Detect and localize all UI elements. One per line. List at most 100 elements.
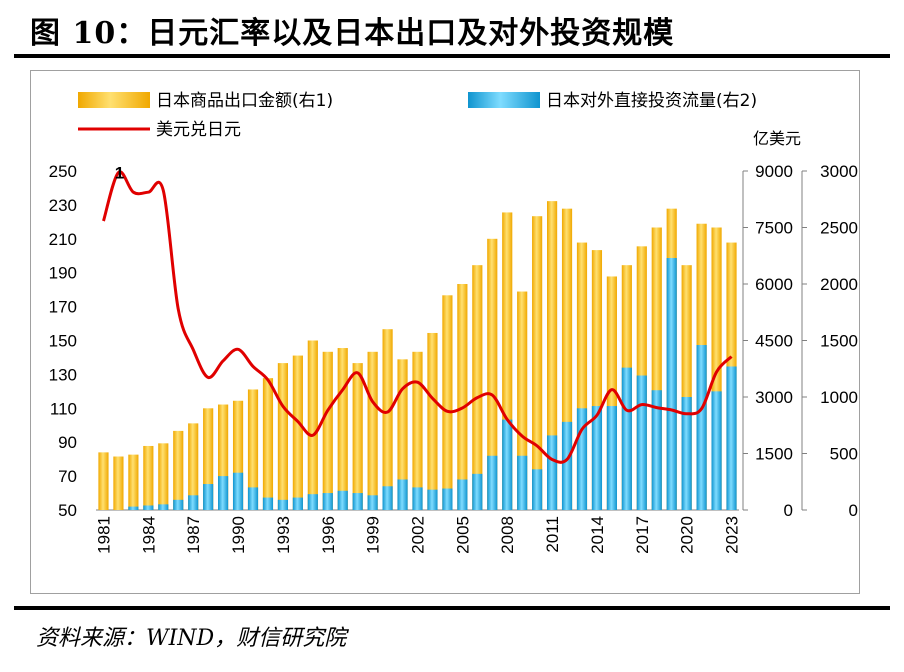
- left-tick-label: 210: [49, 230, 77, 249]
- export-bar: [382, 329, 393, 510]
- x-tick-label: 1996: [319, 516, 338, 554]
- left-tick-label: 230: [49, 196, 77, 215]
- right2-tick-label: 3000: [820, 162, 858, 181]
- odi-bars: [128, 258, 737, 510]
- odi-bar: [726, 366, 737, 510]
- export-bar: [98, 452, 109, 510]
- top-rule: [14, 54, 890, 58]
- odi-bar: [158, 504, 169, 510]
- odi-bar: [397, 479, 408, 510]
- export-bar: [651, 227, 662, 510]
- source-note: 资料来源：WIND，财信研究院: [36, 626, 347, 651]
- axis-ticks: 250 230 210 190 170 150 130 110 90 70 50 9000 7500 60…: [49, 129, 858, 554]
- left-tick-label: 150: [49, 332, 77, 351]
- odi-bar: [666, 258, 677, 510]
- chart-panel: [30, 70, 860, 594]
- export-bar: [606, 276, 617, 510]
- export-bar: [517, 291, 528, 510]
- x-tick-label: 1999: [364, 516, 383, 554]
- export-bar: [262, 378, 274, 510]
- odi-bar: [487, 455, 498, 510]
- odi-bar: [128, 506, 139, 510]
- x-tick-label: 2008: [498, 516, 517, 554]
- right1-tick-label: 7500: [755, 219, 793, 238]
- right2-tick-label: 1000: [820, 388, 858, 407]
- odi-bar: [711, 391, 722, 510]
- left-tick-label: 170: [49, 298, 77, 317]
- x-tick-label: 1990: [229, 516, 248, 554]
- export-bar: [397, 359, 408, 510]
- odi-bar: [561, 421, 573, 510]
- odi-bar: [621, 367, 632, 510]
- odi-bar: [262, 497, 274, 510]
- legend-label-exports: 日本商品出口金额(右1): [156, 91, 333, 111]
- x-tick-label: 1984: [139, 516, 158, 554]
- legend-label-odi: 日本对外直接投资流量(右2): [546, 91, 757, 111]
- odi-bar: [427, 489, 438, 510]
- export-bar: [457, 284, 468, 510]
- export-bar: [128, 454, 139, 510]
- export-bar: [277, 363, 289, 510]
- left-tick-label: 190: [49, 264, 77, 283]
- legend: 日本商品出口金额(右1) 日本对外直接投资流量(右2) 美元兑日元: [78, 91, 757, 140]
- export-bar: [412, 351, 423, 510]
- x-tick-label: 2020: [678, 516, 697, 554]
- odi-bar: [232, 472, 244, 510]
- odi-bar: [173, 499, 184, 510]
- odi-bar: [412, 487, 423, 510]
- odi-bar: [337, 490, 348, 510]
- odi-bar: [188, 495, 199, 510]
- export-bar: [113, 456, 124, 510]
- left-tick-label: 90: [58, 433, 77, 452]
- x-tick-label: 1993: [274, 516, 293, 554]
- odi-bar: [143, 505, 154, 510]
- x-tick-label: 2005: [453, 516, 472, 554]
- right1-tick-label: 9000: [755, 162, 793, 181]
- export-bar: [158, 443, 169, 510]
- left-tick-label: 110: [50, 399, 77, 418]
- export-bar: [337, 348, 348, 510]
- export-bar: [546, 201, 558, 510]
- legend-swatch-exports: [78, 92, 150, 108]
- left-tick-label: 250: [49, 162, 77, 181]
- legend-swatch-odi: [468, 92, 540, 108]
- x-tick-label: 2014: [588, 516, 607, 554]
- export-bar: [576, 242, 588, 511]
- right1-tick-label: 4500: [755, 332, 793, 351]
- odi-bar: [606, 406, 617, 510]
- left-tick-label: 50: [58, 501, 77, 520]
- export-bar: [307, 340, 318, 510]
- left-tick-label: 70: [58, 467, 77, 486]
- odi-bar: [502, 419, 513, 510]
- export-bar: [173, 430, 184, 510]
- export-bar: [218, 404, 229, 510]
- odi-bar: [472, 473, 483, 510]
- odi-bar: [322, 493, 333, 510]
- x-tick-label: 2002: [409, 516, 428, 554]
- export-bar: [427, 332, 438, 510]
- legend-label-usdjpy: 美元兑日元: [156, 120, 241, 140]
- odi-bar: [292, 497, 303, 510]
- peak-annotation: 1: [115, 164, 124, 183]
- unit-label: 亿美元: [753, 129, 801, 148]
- export-bar: [502, 212, 513, 510]
- right1-tick-label: 6000: [755, 275, 793, 294]
- export-bar: [322, 351, 333, 510]
- export-bar: [247, 389, 259, 510]
- export-bar: [591, 250, 603, 510]
- bottom-rule: [14, 606, 890, 610]
- odi-bar: [696, 345, 707, 510]
- export-bar: [532, 216, 543, 510]
- right2-tick-label: 2000: [820, 275, 858, 294]
- odi-bar: [277, 499, 289, 510]
- export-bar: [143, 445, 154, 510]
- odi-bar: [352, 493, 363, 510]
- odi-bar: [307, 494, 318, 510]
- export-bar: [367, 351, 378, 510]
- odi-bar: [636, 375, 647, 510]
- x-tick-label: 2023: [723, 516, 742, 554]
- x-tick-label: 2017: [633, 516, 652, 554]
- left-tick-label: 130: [49, 365, 77, 384]
- right1-tick-label: 0: [784, 501, 793, 520]
